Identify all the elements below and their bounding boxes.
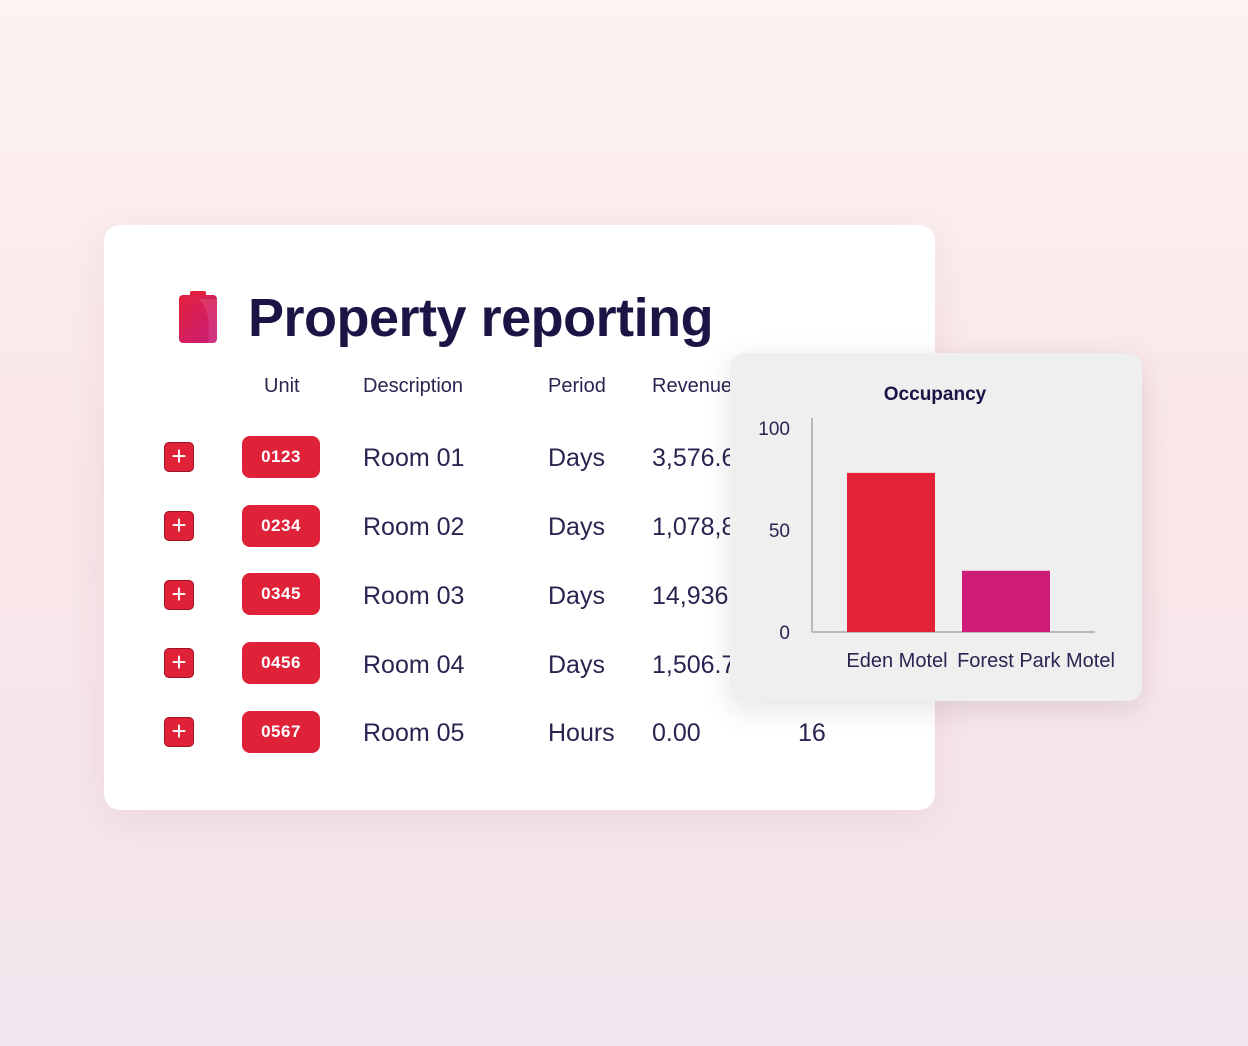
add-row-button[interactable]: + <box>164 580 194 610</box>
row-description: Room 05 <box>363 719 465 747</box>
row-revenue: 3,576.6 <box>652 444 736 472</box>
unit-badge[interactable]: 0345 <box>242 573 320 615</box>
plus-icon: + <box>171 510 187 540</box>
row-revenue: 14,936 <box>652 582 729 610</box>
row-description: Room 03 <box>363 582 465 610</box>
plus-icon: + <box>171 716 187 746</box>
unit-badge[interactable]: 0123 <box>242 436 320 478</box>
unit-badge[interactable]: 0234 <box>242 505 320 547</box>
row-revenue: 1,078,8 <box>652 513 736 541</box>
row-description: Room 02 <box>363 513 465 541</box>
add-row-button[interactable]: + <box>164 442 194 472</box>
row-extra-value: 16 <box>798 719 826 747</box>
page-title: Property reporting <box>248 288 714 348</box>
add-row-button[interactable]: + <box>164 717 194 747</box>
plus-icon: + <box>171 647 187 677</box>
y-tick-label: 0 <box>779 623 790 644</box>
occupancy-chart-card: Occupancy 0 50 100 Eden Motel Forest Park Mo… <box>730 353 1142 701</box>
column-header-unit: Unit <box>264 375 300 397</box>
row-period: Days <box>548 513 605 541</box>
plus-icon: + <box>171 441 187 471</box>
row-revenue: 0.00 <box>652 719 701 747</box>
row-description: Room 01 <box>363 444 465 472</box>
row-revenue: 1,506.7 <box>652 651 736 679</box>
add-row-button[interactable]: + <box>164 648 194 678</box>
unit-badge[interactable]: 0456 <box>242 642 320 684</box>
add-row-button[interactable]: + <box>164 511 194 541</box>
bar-eden-motel <box>847 472 935 632</box>
column-header-revenue: Revenue <box>652 375 733 397</box>
row-description: Room 04 <box>363 651 465 679</box>
plus-icon: + <box>171 579 187 609</box>
unit-badge[interactable]: 0567 <box>242 711 320 753</box>
clipboard-icon <box>179 291 217 343</box>
row-period: Days <box>548 651 605 679</box>
y-tick-label: 100 <box>758 419 790 440</box>
x-tick-label: Eden Motel <box>846 650 947 672</box>
x-tick-label: Forest Park Motel <box>957 650 1115 672</box>
row-period: Days <box>548 582 605 610</box>
y-tick-label: 50 <box>769 521 790 542</box>
bar-forest-park-motel <box>962 570 1050 632</box>
row-period: Hours <box>548 719 615 747</box>
row-period: Days <box>548 444 605 472</box>
occupancy-chart: 0 50 100 Eden Motel Forest Park Motel <box>758 418 1115 672</box>
column-header-period: Period <box>548 375 606 397</box>
column-header-description: Description <box>363 375 464 397</box>
chart-title: Occupancy <box>883 384 987 405</box>
